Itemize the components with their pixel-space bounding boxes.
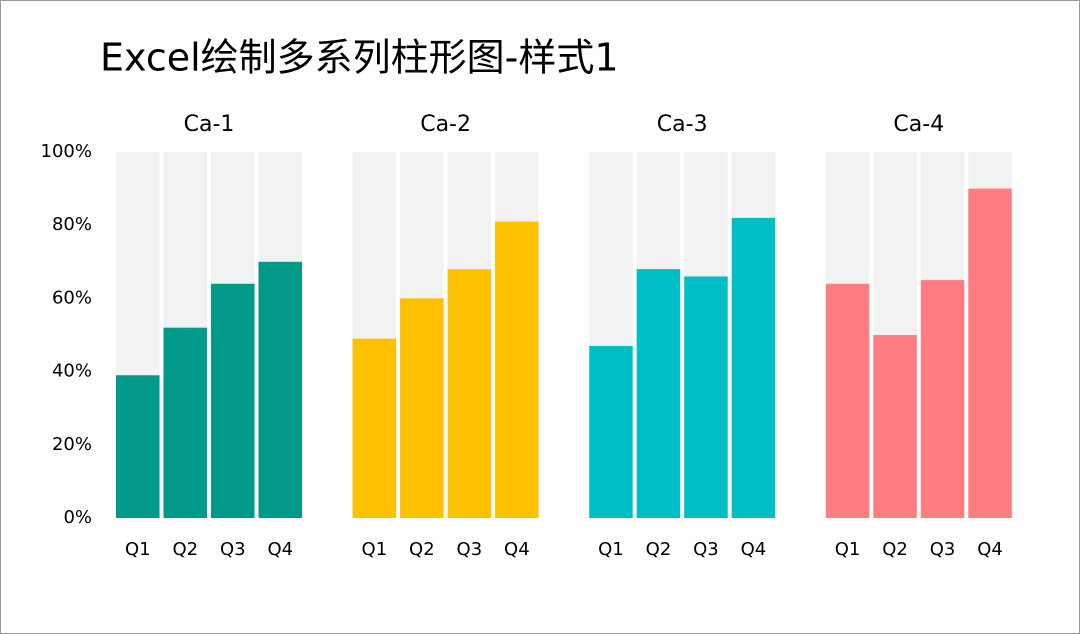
bar: [589, 345, 633, 518]
x-tick-label: Q4: [741, 539, 767, 560]
panel-title: Ca-4: [893, 112, 944, 137]
y-tick-label: 80%: [52, 214, 92, 235]
panel-title: Ca-2: [420, 112, 471, 137]
bar: [352, 338, 397, 518]
x-tick-label: Q2: [409, 539, 435, 560]
x-tick-label: Q2: [646, 539, 672, 560]
x-tick-label: Q4: [504, 539, 530, 560]
bar: [636, 269, 681, 518]
x-tick-label: Q1: [125, 539, 151, 560]
x-tick-label: Q4: [267, 539, 293, 560]
x-tick-label: Q3: [930, 539, 956, 560]
bar: [873, 335, 917, 518]
x-tick-label: Q1: [835, 539, 861, 560]
bar: [495, 221, 539, 519]
bar: [684, 276, 728, 518]
x-tick-label: Q4: [977, 539, 1003, 560]
y-tick-label: 40%: [52, 361, 92, 382]
y-tick-label: 20%: [52, 434, 92, 455]
bar: [116, 375, 160, 518]
bar: [400, 298, 444, 518]
bar: [211, 283, 255, 518]
bar: [731, 217, 776, 518]
panel-title: Ca-3: [657, 112, 708, 137]
x-tick-label: Q2: [172, 539, 198, 560]
x-tick-label: Q3: [457, 539, 483, 560]
bar: [968, 188, 1012, 518]
x-tick-label: Q2: [882, 539, 908, 560]
chart-title: Excel绘制多系列柱形图-样式1: [100, 36, 619, 80]
x-tick-label: Q3: [220, 539, 246, 560]
bar: [258, 261, 302, 518]
y-tick-label: 0%: [63, 507, 92, 528]
y-tick-label: 60%: [52, 287, 92, 308]
panel-title: Ca-1: [184, 112, 235, 137]
bar: [920, 280, 965, 518]
x-tick-label: Q3: [693, 539, 719, 560]
bar: [447, 269, 492, 518]
bar: [163, 327, 207, 518]
bar: [825, 283, 870, 518]
x-tick-label: Q1: [362, 539, 388, 560]
x-tick-label: Q1: [598, 539, 624, 560]
y-tick-label: 100%: [41, 141, 92, 162]
